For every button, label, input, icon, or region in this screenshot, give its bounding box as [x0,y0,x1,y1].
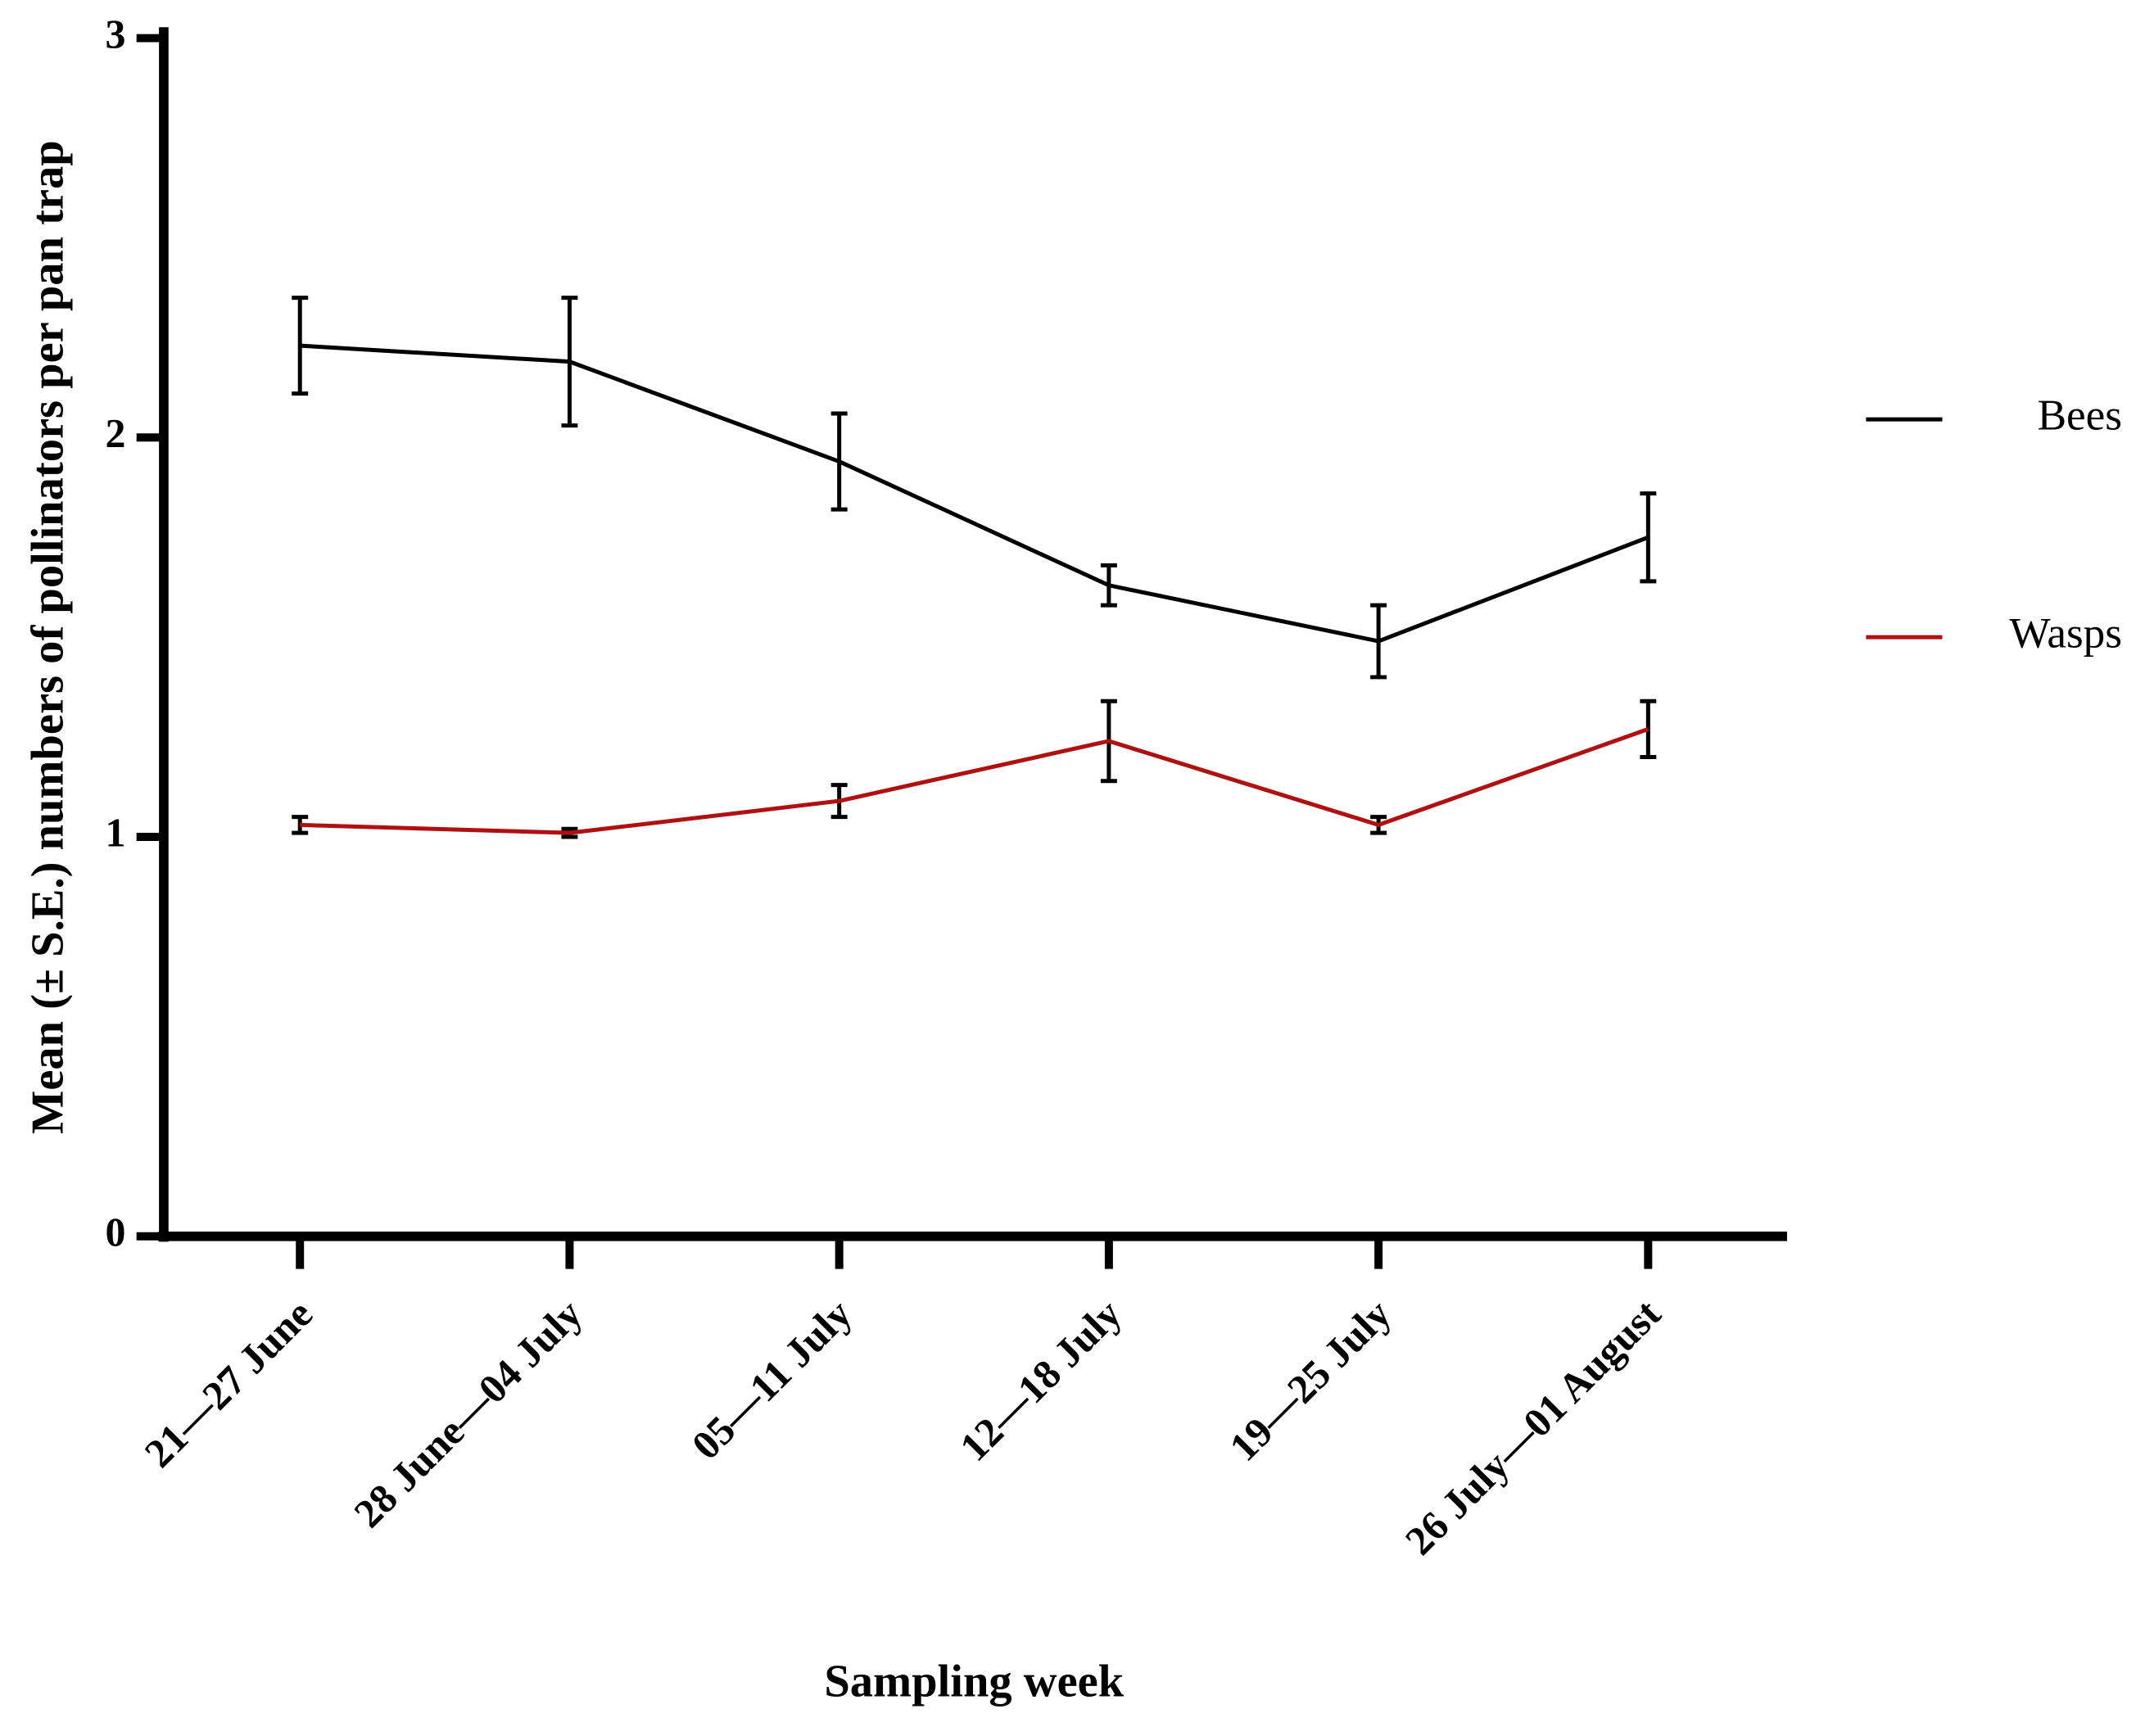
x-axis-label: Sampling week [824,1656,1124,1707]
series-line [300,343,1650,644]
y-tick-label: 0 [105,1209,125,1255]
y-tick-label: 2 [105,411,125,456]
y-axis-label: Mean (± S.E.) numbers of pollinators per… [23,140,74,1134]
x-tick-label: 19—25 July [1221,1291,1400,1470]
legend-label: Bees [2038,391,2122,439]
series-line [300,726,1650,835]
legend-label: Wasps [2009,608,2122,657]
x-tick-label: 21—27 June [136,1291,321,1476]
x-tick-label: 12—18 July [952,1291,1130,1470]
x-tick-label: 26 July—01 August [1396,1291,1669,1563]
y-tick-label: 1 [105,810,125,855]
x-tick-label: 05—11 July [683,1291,860,1468]
x-tick-label: 28 June—04 July [346,1291,591,1537]
y-tick-label: 3 [105,11,125,57]
